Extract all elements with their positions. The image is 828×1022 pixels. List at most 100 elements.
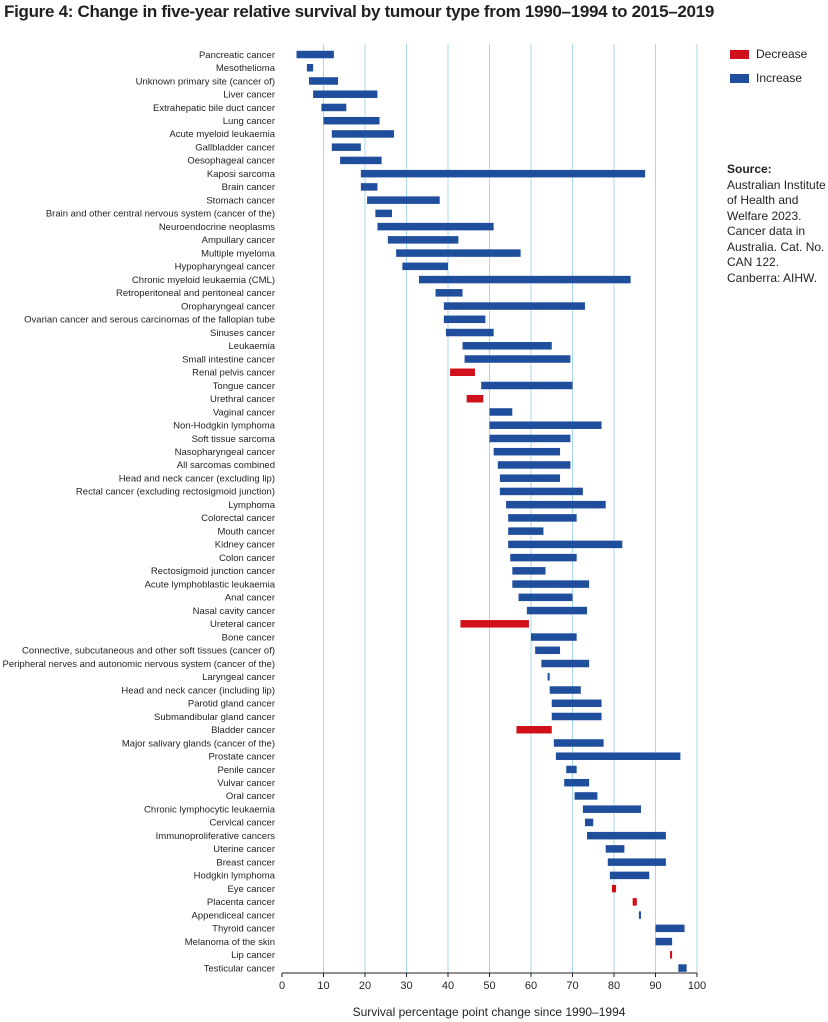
category-label: Multiple myeloma (201, 248, 276, 259)
category-label: Connective, subcutaneous and other soft … (22, 646, 275, 657)
category-label: Stomach cancer (206, 195, 275, 206)
category-label: Soft tissue sarcoma (192, 434, 276, 445)
bar-increase (607, 858, 666, 866)
category-label: Nasopharyngeal cancer (175, 447, 275, 458)
bar-increase (508, 540, 623, 549)
category-label: Unknown primary site (cancer of) (136, 76, 275, 87)
bar-increase (443, 315, 486, 324)
bar-decrease (460, 620, 529, 628)
bar-increase (499, 487, 583, 496)
bar-increase (582, 805, 641, 813)
category-label: Chronic lymphocytic leukaemia (144, 804, 276, 815)
bar-increase (489, 434, 571, 443)
bar-increase (541, 659, 590, 668)
bar-increase (321, 103, 347, 112)
category-label: Oropharyngeal cancer (181, 301, 275, 312)
category-label: Colon cancer (219, 553, 275, 564)
bar-increase (535, 646, 561, 655)
bar-decrease (632, 898, 637, 906)
category-label: Ureteral cancer (210, 619, 275, 630)
category-label: Oesophageal cancer (187, 156, 275, 167)
category-label: Liver cancer (223, 90, 275, 101)
category-label: Tongue cancer (213, 381, 275, 392)
bar-increase (360, 183, 378, 191)
bar-increase (638, 911, 641, 919)
legend-swatch-decrease (730, 49, 749, 59)
bar-increase (402, 262, 448, 271)
bar-increase (367, 196, 440, 204)
bar-increase (609, 871, 650, 880)
category-label: Ampullary cancer (202, 235, 275, 246)
category-label: Rectosigmoid junction cancer (151, 566, 275, 577)
category-label: Lymphoma (228, 500, 275, 511)
category-label: Bone cancer (222, 632, 275, 643)
category-label: Testicular cancer (204, 963, 275, 974)
x-tick-label: 80 (608, 980, 620, 992)
category-label: Thyroid cancer (212, 924, 275, 935)
bar-increase (418, 275, 631, 284)
category-label: Small intestine cancer (182, 354, 275, 365)
category-label: Non-Hodgkin lymphoma (173, 421, 276, 432)
category-label: Leukaemia (229, 341, 276, 352)
bar-increase (574, 792, 598, 800)
category-label: Neuroendocrine neoplasms (159, 222, 275, 233)
category-label: Hodgkin lymphoma (194, 871, 276, 882)
bar-increase (331, 143, 361, 151)
category-label: Prostate cancer (208, 752, 275, 763)
x-tick-label: 20 (359, 980, 371, 992)
bar-increase (549, 686, 581, 694)
bar-increase (308, 77, 339, 85)
bar-increase (360, 169, 646, 178)
legend-swatch-increase (730, 73, 749, 83)
category-label: Kidney cancer (215, 540, 275, 551)
bar-increase (551, 699, 602, 708)
bar-increase (584, 818, 594, 827)
bar-increase (306, 63, 314, 72)
bar-increase (506, 500, 606, 509)
x-tick-label: 50 (483, 980, 495, 992)
category-label: Mouth cancer (217, 526, 275, 537)
source-note: Source: Australian Institute of Health a… (727, 162, 827, 286)
source-text: Australian Institute of Health and Welfa… (727, 177, 826, 285)
bar-increase (489, 421, 602, 429)
bar-increase (655, 924, 685, 933)
bar-increase (555, 752, 681, 760)
bar-increase (518, 593, 573, 602)
bar-increase (512, 580, 590, 588)
category-label: Uterine cancer (213, 844, 275, 855)
x-tick-label: 60 (525, 980, 537, 992)
bar-increase (510, 553, 577, 562)
category-label: Pancreatic cancer (199, 50, 275, 61)
x-tick-label: 40 (442, 980, 454, 992)
category-label: Lip cancer (231, 950, 275, 961)
bar-decrease (466, 394, 484, 403)
category-label: Ovarian cancer and serous carcinomas of … (24, 315, 275, 326)
category-label: Sinuses cancer (210, 328, 275, 339)
legend: Decrease Increase (730, 42, 807, 90)
category-label: Vulvar cancer (217, 778, 275, 789)
category-label: Head and neck cancer (excluding lip) (119, 473, 275, 484)
bar-increase (375, 209, 392, 218)
bar-increase (508, 514, 577, 522)
category-label: Chronic myeloid leukaemia (CML) (132, 275, 275, 286)
category-label: Colorectal cancer (201, 513, 275, 524)
bar-increase (493, 447, 561, 456)
bar-increase (587, 831, 666, 840)
bar-increase (396, 249, 521, 257)
bar-increase (331, 130, 395, 138)
bar-increase (387, 236, 459, 244)
x-axis-title: Survival percentage point change since 1… (353, 1005, 626, 1019)
bar-increase (313, 90, 378, 98)
category-label: Appendiceal cancer (192, 910, 275, 921)
bar-increase (566, 765, 577, 774)
bar-increase (464, 355, 571, 363)
bar-decrease (516, 725, 552, 734)
x-tick-label: 100 (688, 980, 706, 992)
bar-increase (655, 937, 673, 946)
bar-decrease (611, 884, 617, 893)
bar-increase (553, 739, 604, 747)
category-label: Bladder cancer (211, 725, 275, 736)
category-label: Brain and other central nervous system (… (46, 209, 275, 220)
bar-increase (564, 778, 590, 787)
